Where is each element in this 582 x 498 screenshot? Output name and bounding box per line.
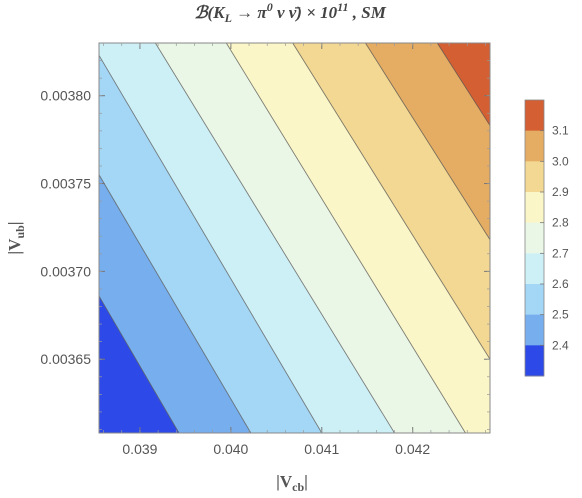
x-tick-label: 0.041	[304, 441, 339, 457]
colorbar-segment	[525, 130, 544, 162]
contour-line	[154, 42, 395, 434]
colorbar-label: 2.7	[552, 246, 569, 260]
contour-line	[98, 295, 180, 434]
colorbar-segment	[525, 222, 544, 254]
colorbar-segment	[525, 284, 544, 316]
colorbar-label: 2.8	[552, 216, 569, 230]
contour-lines	[98, 42, 491, 434]
y-tick-label: 0.00365	[40, 351, 91, 367]
x-axis-label: |Vcb|	[276, 472, 308, 494]
x-tick-label: 0.040	[213, 441, 248, 457]
y-tick-label: 0.00380	[40, 88, 91, 104]
contour-line	[98, 55, 323, 434]
contour-line	[98, 174, 252, 434]
colorbar-label: 3.1	[552, 124, 569, 138]
colorbar-segment	[525, 100, 544, 132]
x-tick-label: 0.039	[122, 441, 157, 457]
colorbar: 3.1 3.0 2.9 2.8 2.7 2.6 2.5 2.4	[524, 99, 569, 377]
colorbar-segment	[525, 253, 544, 285]
colorbar-segment	[525, 314, 544, 346]
contour-line	[225, 42, 466, 434]
colorbar-label: 2.5	[552, 308, 569, 322]
contour-line	[436, 42, 491, 126]
chart-title: ℬ(KL → π0 ν ν̄) × 1011 , SM	[194, 0, 387, 25]
x-tick-label: 0.042	[395, 441, 430, 457]
contour-line	[292, 42, 491, 360]
colorbar-frame	[524, 99, 545, 377]
contour-line	[365, 42, 491, 240]
colorbar-segment	[525, 192, 544, 224]
colorbar-label: 2.6	[552, 277, 569, 291]
y-tick-label: 0.00370	[40, 263, 91, 279]
colorbar-label: 2.4	[552, 338, 569, 352]
plot-frame	[98, 42, 491, 434]
colorbar-label: 3.0	[552, 154, 569, 168]
x-axis: 0.039 0.040 0.041 0.042	[103, 43, 486, 457]
y-axis: 0.00365 0.00370 0.00375 0.00380	[40, 60, 490, 430]
colorbar-segment	[525, 161, 544, 193]
y-axis-label: |Vub|	[5, 221, 27, 254]
y-tick-label: 0.00375	[40, 176, 91, 192]
colorbar-segment	[525, 345, 544, 377]
colorbar-label: 2.9	[552, 185, 569, 199]
plot-area	[98, 42, 491, 434]
